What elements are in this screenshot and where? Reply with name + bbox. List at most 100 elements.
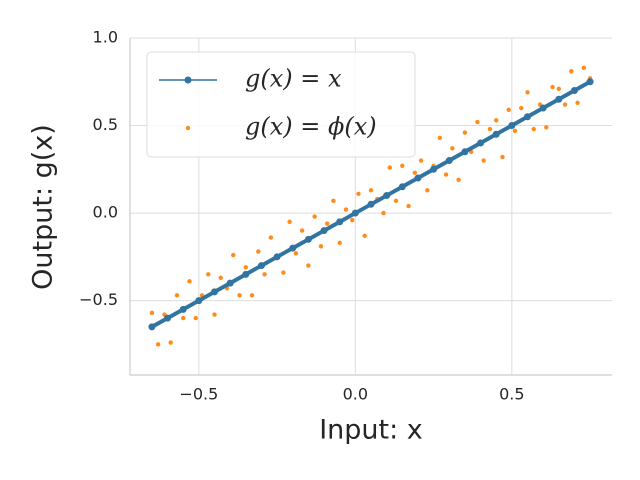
scatter-point (387, 165, 392, 170)
x-axis-label: Input: x (319, 415, 423, 446)
x-tick-label: 0.5 (499, 385, 524, 404)
scatter-point (581, 65, 587, 70)
scatter-point (343, 207, 349, 212)
line-marker (351, 209, 359, 217)
scatter-point (187, 279, 192, 284)
ticks: −0.5 0.0 0.5 −0.5 0.0 0.5 1.0 (79, 28, 524, 404)
scatter-point (356, 191, 361, 197)
scatter-point (393, 198, 399, 204)
scatter-point (400, 163, 405, 168)
scatter-point (556, 86, 561, 91)
line-marker (398, 183, 406, 191)
legend-box (146, 51, 416, 158)
scatter-point (324, 221, 330, 226)
line-marker (383, 192, 391, 200)
y-tick-label: −0.5 (79, 290, 118, 309)
y-axis-label: Output: g(x) (28, 124, 59, 290)
line-marker (257, 262, 265, 270)
line-marker (508, 122, 516, 130)
line-marker (477, 139, 485, 147)
legend-label: g(x) = ϕ(x) (245, 113, 377, 141)
scatter-point (262, 272, 267, 277)
scatter-point (193, 315, 198, 321)
scatter-point (450, 146, 455, 151)
line-marker (195, 297, 203, 305)
scatter-point (268, 235, 274, 240)
scatter-point (206, 272, 211, 277)
line-marker (226, 279, 234, 287)
scatter-point (299, 228, 305, 233)
line-marker (211, 288, 219, 296)
legend-marker (185, 125, 191, 131)
scatter-point (318, 244, 324, 249)
line-marker (289, 244, 297, 252)
scatter-point (493, 118, 499, 123)
scatter-point (437, 135, 443, 140)
scatter-point (243, 265, 249, 270)
scatter-point (249, 293, 255, 298)
line-marker (492, 130, 500, 138)
scatter-point (256, 249, 261, 254)
scatter-point (306, 263, 311, 268)
line-marker (148, 323, 156, 331)
line-marker (461, 148, 469, 156)
legend: g(x) = x g(x) = ϕ(x) (146, 51, 416, 158)
line-marker (304, 235, 312, 243)
line-marker (445, 157, 453, 165)
scatter-point (519, 105, 524, 111)
line-marker (367, 200, 375, 208)
scatter-point (569, 69, 574, 74)
x-tick-label: −0.5 (179, 385, 218, 404)
line-marker (320, 227, 328, 235)
line-marker (242, 270, 250, 278)
scatter-point (544, 125, 549, 130)
line-marker (430, 165, 438, 173)
scatter-point (350, 217, 355, 223)
line-marker (179, 305, 187, 313)
scatter-point (331, 198, 336, 204)
scatter-point (418, 158, 424, 163)
line-marker (414, 174, 422, 182)
scatter-point (500, 154, 505, 160)
scatter-point (293, 251, 299, 256)
y-tick-label: 0.5 (93, 115, 118, 134)
line-marker (164, 314, 172, 322)
y-tick-label: 1.0 (93, 28, 118, 47)
line-marker (336, 218, 344, 226)
scatter-point (531, 126, 536, 132)
scatter-point (487, 126, 493, 132)
scatter-point (562, 102, 568, 107)
scatter-point (218, 275, 223, 281)
scatter-point (575, 100, 580, 105)
scatter-point (512, 128, 518, 133)
legend-marker (184, 76, 192, 84)
scatter-point (287, 219, 292, 225)
x-tick-label: 0.0 (343, 385, 368, 404)
scatter-point (425, 188, 430, 193)
scatter-point (281, 270, 286, 275)
scatter-point (481, 158, 486, 163)
scatter-point (456, 177, 461, 183)
scatter-point (381, 210, 386, 216)
scatter-point (506, 107, 511, 112)
legend-label: g(x) = x (245, 65, 342, 93)
scatter-point (155, 342, 161, 347)
line-marker (570, 87, 578, 95)
scatter-point (362, 233, 367, 239)
scatter-point (462, 130, 468, 135)
line-marker (539, 104, 547, 112)
scatter-point (212, 312, 217, 317)
scatter-point (312, 214, 317, 219)
line-marker (586, 78, 594, 86)
scatter-point (412, 170, 418, 175)
plot-marks (148, 65, 594, 347)
line-marker (555, 95, 563, 103)
scatter-point (475, 119, 480, 125)
scatter-point (443, 172, 449, 177)
scatter-point (174, 293, 180, 298)
scatter-point (168, 340, 173, 345)
line-marker (273, 253, 281, 261)
y-tick-label: 0.0 (93, 203, 118, 222)
scatter-point (368, 188, 374, 193)
